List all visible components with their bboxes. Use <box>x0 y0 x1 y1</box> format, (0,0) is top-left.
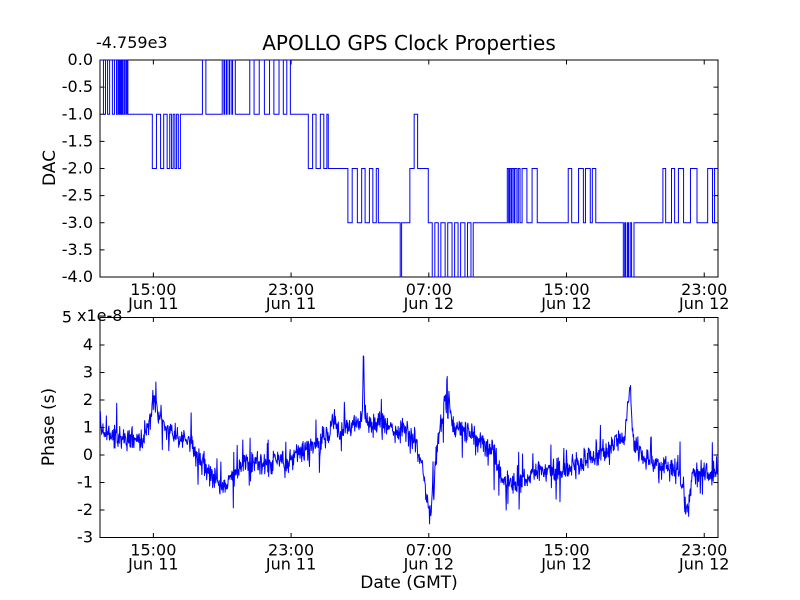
y-tick-label: -1.0 <box>62 104 93 123</box>
y-tick-label: -3.0 <box>62 213 93 232</box>
x-tick-label-date: Jun 12 <box>678 555 729 574</box>
x-tick-label-date: Jun 12 <box>540 294 591 313</box>
y-tick-label: -0.5 <box>62 77 93 96</box>
x-tick-label-time: 15:00 <box>543 280 589 299</box>
phase-axis-label: Phase (s) <box>39 387 59 467</box>
x-tick-label-time: 07:00 <box>406 280 452 299</box>
y-tick-label: -2 <box>77 500 93 519</box>
y-tick-label: 5 <box>62 308 72 327</box>
dac-axis-label: DAC <box>40 150 60 186</box>
dac-offset-label: -4.759e3 <box>96 33 168 52</box>
x-tick-label-date: Jun 12 <box>403 294 454 313</box>
x-tick-label-date: Jun 11 <box>265 294 316 313</box>
y-tick-label: -2.0 <box>62 159 93 178</box>
x-tick-label-time: 15:00 <box>543 541 589 560</box>
x-tick-label-time: 23:00 <box>268 541 314 560</box>
y-tick-label: 3 <box>83 363 93 382</box>
x-tick-label-date: Jun 11 <box>127 555 178 574</box>
x-tick-label-date: Jun 12 <box>678 294 729 313</box>
phase-line <box>99 355 718 525</box>
y-tick-label: 0 <box>83 445 93 464</box>
phase-offset-label: x1e-8 <box>77 306 123 325</box>
x-tick-label-time: 23:00 <box>268 280 314 299</box>
y-tick-label: -2.5 <box>62 186 93 205</box>
x-tick-label-time: 15:00 <box>130 541 176 560</box>
x-tick-label-date: Jun 12 <box>403 555 454 574</box>
x-tick-label-time: 23:00 <box>681 541 727 560</box>
y-tick-label: -4.0 <box>62 267 93 286</box>
x-tick-label-time: 15:00 <box>130 280 176 299</box>
x-tick-label-date: Jun 12 <box>540 555 591 574</box>
y-tick-label: -1 <box>77 473 93 492</box>
y-tick-label: 2 <box>83 390 93 409</box>
y-tick-label: -1.5 <box>62 131 93 150</box>
dac-line <box>100 59 718 278</box>
y-tick-label: 1 <box>83 418 93 437</box>
x-tick-label-date: Jun 11 <box>127 294 178 313</box>
date-axis-label: Date (GMT) <box>360 573 458 593</box>
y-tick-label: 4 <box>83 335 93 354</box>
x-tick-label-time: 23:00 <box>681 280 727 299</box>
y-tick-label: -3.5 <box>62 240 93 259</box>
x-tick-label-date: Jun 11 <box>265 555 316 574</box>
y-tick-label: -3 <box>77 528 93 547</box>
y-tick-label: 0.0 <box>68 50 93 69</box>
chart-title: APOLLO GPS Clock Properties <box>262 31 556 55</box>
x-tick-label-time: 07:00 <box>406 541 452 560</box>
